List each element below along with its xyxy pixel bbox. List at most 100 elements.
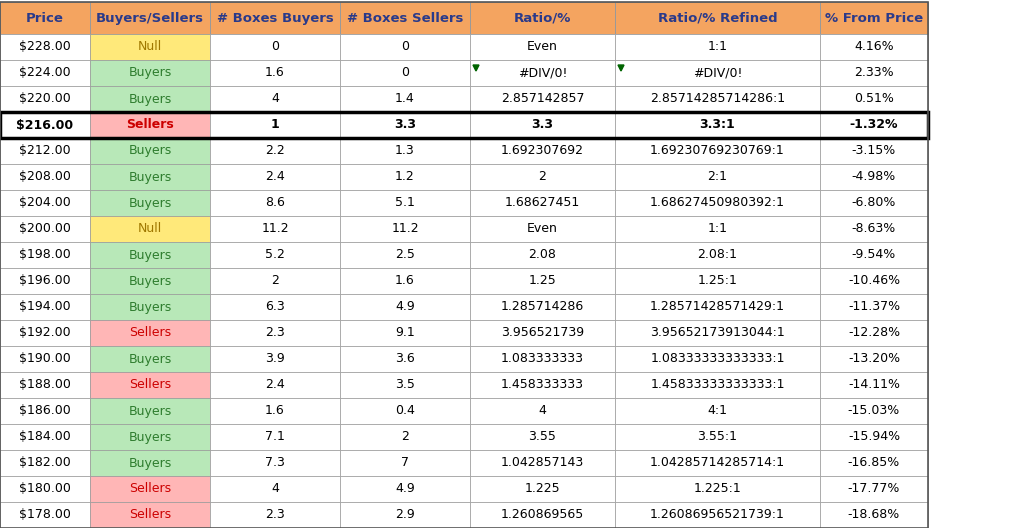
Text: Buyers: Buyers	[128, 145, 172, 157]
Text: 1.692307692: 1.692307692	[501, 145, 584, 157]
Text: $216.00: $216.00	[16, 118, 74, 131]
Bar	[90, 138, 210, 164]
Text: Even: Even	[527, 222, 558, 235]
Bar	[615, 216, 820, 242]
Bar	[470, 450, 615, 476]
Text: 1.45833333333333:1: 1.45833333333333:1	[650, 379, 784, 391]
Bar	[340, 450, 470, 476]
Bar	[615, 112, 820, 138]
Text: 1.69230769230769:1: 1.69230769230769:1	[650, 145, 784, 157]
Text: # Boxes Buyers: # Boxes Buyers	[217, 12, 334, 24]
Text: 4: 4	[271, 483, 279, 495]
Bar	[90, 242, 210, 268]
Text: 2.5: 2.5	[395, 249, 415, 261]
Text: 1.285714286: 1.285714286	[501, 300, 584, 314]
Text: $228.00: $228.00	[19, 41, 71, 53]
Text: -15.03%: -15.03%	[848, 404, 900, 418]
Bar	[90, 372, 210, 398]
Text: Buyers: Buyers	[128, 300, 172, 314]
Bar	[820, 398, 928, 424]
Bar	[820, 34, 928, 60]
Bar	[470, 320, 615, 346]
Text: 1.260869565: 1.260869565	[501, 508, 584, 522]
Bar	[470, 60, 615, 86]
Text: $192.00: $192.00	[19, 326, 71, 340]
Bar	[340, 34, 470, 60]
Bar	[615, 242, 820, 268]
Text: -16.85%: -16.85%	[848, 457, 900, 469]
Bar	[820, 60, 928, 86]
Text: 2.2: 2.2	[265, 145, 285, 157]
Bar	[0, 164, 90, 190]
Bar	[340, 242, 470, 268]
Text: 1.225: 1.225	[524, 483, 560, 495]
Text: -8.63%: -8.63%	[852, 222, 896, 235]
Bar	[210, 424, 340, 450]
Text: 2.4: 2.4	[265, 171, 285, 184]
Bar	[210, 450, 340, 476]
Bar	[90, 268, 210, 294]
Bar	[470, 476, 615, 502]
Bar	[340, 476, 470, 502]
Bar	[210, 2, 340, 34]
Text: 3.6: 3.6	[395, 353, 415, 365]
Bar	[0, 34, 90, 60]
Bar	[820, 138, 928, 164]
Text: 0.51%: 0.51%	[854, 92, 894, 106]
Text: 0.4: 0.4	[395, 404, 415, 418]
Text: Buyers: Buyers	[128, 92, 172, 106]
Bar	[210, 320, 340, 346]
Bar	[90, 450, 210, 476]
Text: 2.85714285714286:1: 2.85714285714286:1	[650, 92, 785, 106]
Text: #DIV/0!: #DIV/0!	[693, 67, 742, 80]
Text: Null: Null	[138, 41, 162, 53]
Bar	[210, 502, 340, 528]
Text: $224.00: $224.00	[19, 67, 71, 80]
Bar	[615, 476, 820, 502]
Text: 0: 0	[401, 41, 409, 53]
Bar	[340, 60, 470, 86]
Bar	[0, 242, 90, 268]
Bar	[210, 242, 340, 268]
Bar	[0, 372, 90, 398]
Bar	[0, 60, 90, 86]
Text: $178.00: $178.00	[19, 508, 71, 522]
Text: 2.857142857: 2.857142857	[501, 92, 585, 106]
Text: 1.3: 1.3	[395, 145, 415, 157]
Text: $208.00: $208.00	[19, 171, 71, 184]
Bar	[90, 398, 210, 424]
Bar	[615, 320, 820, 346]
Bar	[210, 346, 340, 372]
Bar	[820, 346, 928, 372]
Bar	[0, 138, 90, 164]
Text: 11.2: 11.2	[391, 222, 419, 235]
Bar	[90, 34, 210, 60]
Text: 1:1: 1:1	[708, 222, 727, 235]
Bar	[340, 112, 470, 138]
Text: Sellers: Sellers	[129, 326, 171, 340]
Text: 1.26086956521739:1: 1.26086956521739:1	[650, 508, 785, 522]
Bar	[90, 424, 210, 450]
Bar	[470, 346, 615, 372]
Text: -1.32%: -1.32%	[850, 118, 898, 131]
Text: 1.6: 1.6	[395, 275, 415, 288]
Bar	[210, 138, 340, 164]
Text: Ratio/%: Ratio/%	[514, 12, 571, 24]
Text: 1.042857143: 1.042857143	[501, 457, 584, 469]
Text: -18.68%: -18.68%	[848, 508, 900, 522]
Bar	[0, 346, 90, 372]
Text: $194.00: $194.00	[19, 300, 71, 314]
Bar	[210, 86, 340, 112]
Bar	[470, 86, 615, 112]
Text: 3.3: 3.3	[394, 118, 416, 131]
Text: Buyers: Buyers	[128, 67, 172, 80]
Text: Buyers: Buyers	[128, 196, 172, 210]
Bar	[615, 34, 820, 60]
Bar	[470, 164, 615, 190]
Text: -4.98%: -4.98%	[852, 171, 896, 184]
Text: 3.55: 3.55	[528, 430, 556, 444]
Text: $184.00: $184.00	[19, 430, 71, 444]
Bar	[340, 294, 470, 320]
Text: 0: 0	[401, 67, 409, 80]
Bar	[470, 138, 615, 164]
